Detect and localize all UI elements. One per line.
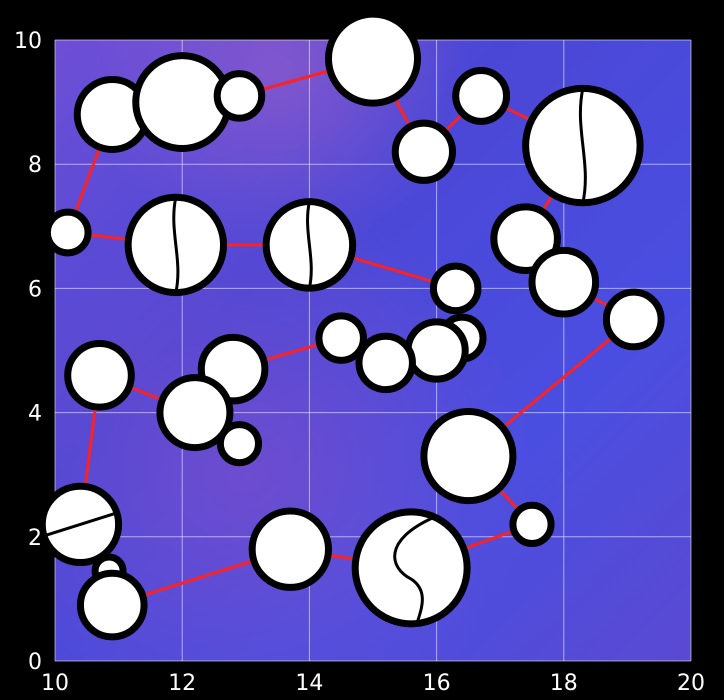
- marker-circle-4: [391, 119, 457, 184]
- marker-split-24: [43, 511, 118, 538]
- marker-circle-20: [156, 374, 234, 452]
- marker-22: [420, 408, 517, 505]
- marker-10: [490, 203, 561, 275]
- x-tick-label-12: 12: [168, 671, 196, 696]
- marker-14: [404, 318, 469, 383]
- marker-28: [351, 508, 471, 628]
- marker-24: [38, 482, 123, 567]
- marker-circle-27: [248, 507, 332, 591]
- marker-23: [509, 501, 555, 547]
- y-tick-label-10: 10: [14, 29, 42, 54]
- x-tick-label-16: 16: [423, 671, 451, 696]
- y-tick-label-6: 6: [28, 277, 42, 302]
- marker-circle-7: [43, 208, 92, 257]
- marker-7: [43, 208, 92, 257]
- marker-6: [522, 84, 644, 207]
- markers: [38, 10, 665, 641]
- marker-26: [76, 569, 148, 641]
- marker-circle-18: [64, 340, 135, 411]
- marker-split-28: [393, 516, 435, 625]
- marker-17: [602, 288, 665, 351]
- marker-8: [124, 193, 228, 297]
- marker-18: [64, 340, 135, 411]
- marker-9: [262, 198, 357, 292]
- x-tick-label-10: 10: [41, 671, 69, 696]
- marker-split-6: [578, 88, 587, 204]
- marker-circle-22: [420, 408, 517, 505]
- marker-circle-5: [452, 66, 511, 125]
- marker-circle-17: [602, 288, 665, 351]
- marker-4: [391, 119, 457, 184]
- marker-11: [528, 246, 600, 318]
- x-tick-label-14: 14: [295, 671, 323, 696]
- marker-split-9: [306, 201, 313, 289]
- marker-circle-14: [404, 318, 469, 383]
- marker-split-8: [172, 196, 180, 293]
- marker-circle-11: [528, 246, 600, 318]
- marker-circle-16: [315, 312, 367, 364]
- marker-circle-28: [351, 508, 471, 628]
- y-tick-label-8: 8: [28, 153, 42, 178]
- marker-12: [429, 262, 482, 315]
- marker-circle-26: [76, 569, 148, 641]
- y-tick-label-2: 2: [28, 526, 42, 551]
- marker-21: [216, 421, 263, 467]
- x-tick-label-20: 20: [677, 671, 705, 696]
- marker-20: [156, 374, 234, 452]
- marker-circle-23: [509, 501, 555, 547]
- marker-15: [355, 332, 416, 394]
- marker-27: [248, 507, 332, 591]
- y-tick-label-4: 4: [28, 402, 42, 427]
- marker-circle-2: [213, 70, 266, 122]
- axis-tick-labels: 10 12 14 16 18 20 0 2 4 6 8 10: [14, 29, 705, 696]
- marker-3: [324, 10, 422, 107]
- marker-circle-3: [324, 10, 422, 107]
- marker-circle-10: [490, 203, 561, 275]
- marker-circle-15: [355, 332, 416, 394]
- marker-circle-12: [429, 262, 482, 315]
- marker-circle-21: [216, 421, 263, 467]
- marker-16: [315, 312, 367, 364]
- y-tick-label-0: 0: [28, 650, 42, 675]
- marker-5: [452, 66, 511, 125]
- marker-2: [213, 70, 266, 122]
- x-tick-label-18: 18: [550, 671, 578, 696]
